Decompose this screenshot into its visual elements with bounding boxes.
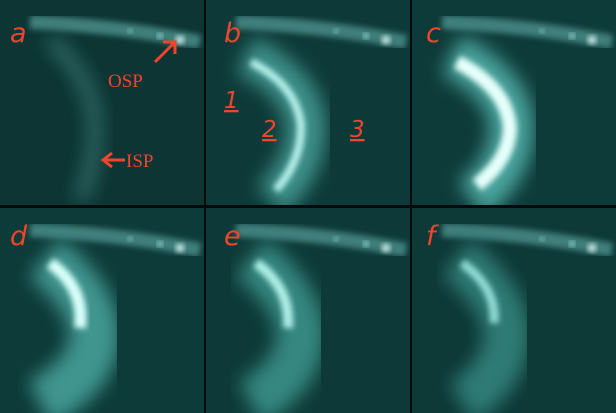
panel-f — [412, 208, 616, 413]
panel-label: b — [224, 18, 241, 49]
panel-label: c — [426, 18, 441, 49]
panel-label: d — [10, 221, 28, 252]
annotation: 3 — [350, 117, 365, 143]
panel-c — [412, 0, 616, 205]
annotation: ISP — [126, 151, 153, 172]
panel-label: a — [10, 18, 27, 49]
annotation: 2 — [262, 117, 277, 143]
panel-label: e — [224, 221, 241, 252]
annotation: 1 — [224, 88, 239, 114]
figure: a b c d e f OSP ISP 1 2 3 — [0, 0, 616, 413]
panel-d — [0, 208, 204, 413]
panel-a — [0, 0, 204, 205]
annotation: OSP — [108, 71, 143, 92]
